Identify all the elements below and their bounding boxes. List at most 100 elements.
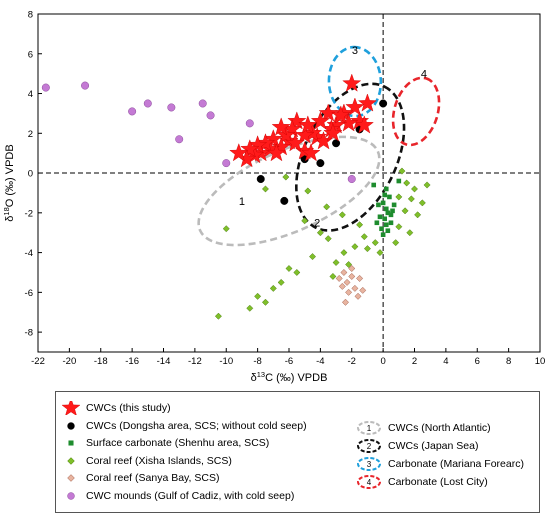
data-point <box>285 133 305 152</box>
data-point <box>356 274 364 282</box>
x-tick-label: -16 <box>125 356 139 367</box>
data-point <box>383 222 389 228</box>
y-tick-label: -2 <box>25 208 33 219</box>
data-point <box>354 115 374 134</box>
data-point <box>318 103 338 122</box>
legend-region-ellipse <box>357 475 381 489</box>
data-point <box>261 185 269 193</box>
data-point <box>323 203 331 211</box>
data-point <box>309 253 317 261</box>
legend-label: Coral reef (Xisha Islands, SCS) <box>86 454 232 467</box>
data-point <box>335 274 343 282</box>
data-point <box>229 143 249 162</box>
legend-region-number: 3 <box>367 460 372 469</box>
data-point <box>331 105 351 124</box>
data-point <box>167 103 176 112</box>
legend-label: CWCs (North Atlantic) <box>388 422 491 434</box>
data-point <box>392 239 400 247</box>
x-tick-label: -12 <box>188 356 202 367</box>
legend-marker-shape <box>67 456 75 465</box>
data-point <box>351 243 359 251</box>
x-axis-title: δ13C (‰) VPDB <box>251 370 328 385</box>
data-point <box>324 235 332 243</box>
x-tick-label: -20 <box>63 356 77 367</box>
data-point <box>414 211 422 219</box>
data-point <box>310 111 330 130</box>
legend-region-ellipse <box>357 457 381 471</box>
data-point <box>316 229 324 237</box>
data-point <box>332 259 340 267</box>
data-point <box>385 210 391 216</box>
data-point <box>280 196 289 205</box>
region-ellipse <box>391 76 441 147</box>
legend-region-number: 4 <box>367 478 372 487</box>
data-point <box>410 185 419 193</box>
data-point <box>261 298 269 306</box>
data-point <box>371 239 379 247</box>
y-tick-label: -6 <box>25 288 33 299</box>
legend-marker <box>68 440 74 446</box>
region-label: 1 <box>239 196 245 208</box>
data-point <box>347 175 356 184</box>
x-tick-label: -6 <box>285 356 293 367</box>
data-point <box>379 99 388 108</box>
data-point <box>301 217 309 225</box>
data-point <box>198 99 207 108</box>
legend-region-ellipse <box>357 421 381 435</box>
y-tick-label: 4 <box>28 89 33 100</box>
data-point <box>332 139 341 148</box>
legend-region-symbol: 3 <box>357 457 381 471</box>
data-point <box>248 135 268 154</box>
region-label: 3 <box>352 45 358 57</box>
data-point <box>266 143 286 162</box>
data-point <box>395 223 403 231</box>
legend-label: Coral reef (Sanya Bay, SCS) <box>86 472 220 484</box>
legend-marker-shape <box>68 440 74 446</box>
data-point <box>345 97 365 116</box>
data-point <box>385 228 391 234</box>
legend-marker <box>67 474 75 482</box>
data-point <box>340 268 348 276</box>
legend-marker <box>67 491 75 500</box>
x-tick-label: -2 <box>348 356 356 367</box>
data-point <box>128 107 137 116</box>
x-tick-label: 8 <box>506 356 511 367</box>
legend-region-number: 1 <box>367 424 372 433</box>
data-point <box>245 119 254 128</box>
legend-region-number: 2 <box>367 442 372 451</box>
data-point <box>222 159 231 168</box>
data-point <box>222 225 230 233</box>
data-point <box>285 264 293 272</box>
data-point <box>406 229 414 237</box>
data-point <box>388 212 394 218</box>
data-point <box>295 125 315 144</box>
data-point <box>374 220 380 226</box>
scatter-chart: -22 -20 -18 -16 -14 -12 -10 -8 -6 -4 -2 0 2 4 6 8 10-8-6… <box>2 10 546 385</box>
data-point <box>206 111 215 120</box>
data-point <box>338 282 346 290</box>
x-tick-label: 6 <box>475 356 480 367</box>
data-point <box>214 312 222 320</box>
data-point <box>348 272 356 280</box>
data-point <box>323 123 343 142</box>
legend-label: CWCs (this study) <box>86 402 171 414</box>
data-point <box>382 216 388 222</box>
data-point <box>345 261 353 269</box>
data-point <box>380 232 386 238</box>
data-point <box>354 292 362 300</box>
data-point <box>343 278 351 286</box>
legend-marker <box>62 401 80 415</box>
x-tick-label: 10 <box>535 356 546 367</box>
x-tick-label: 4 <box>443 356 448 367</box>
data-point <box>390 208 395 214</box>
region-ellipse <box>327 45 383 118</box>
data-point <box>143 99 152 108</box>
data-point <box>301 143 321 162</box>
legend-label: Carbonate (Lost City) <box>388 476 488 488</box>
data-point <box>81 81 90 90</box>
legend-marker-shape <box>62 401 80 415</box>
data-point <box>395 193 403 201</box>
data-point <box>360 233 368 241</box>
data-point <box>271 117 291 136</box>
data-point <box>341 298 349 306</box>
